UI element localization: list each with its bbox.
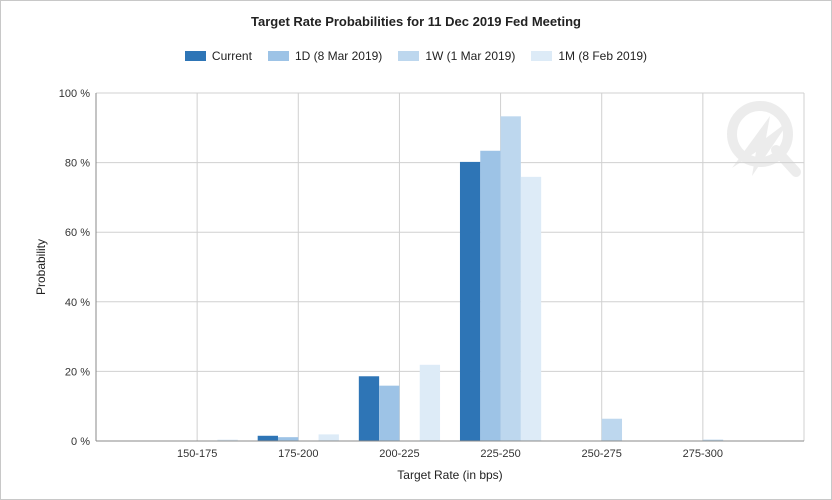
x-tick-label: 150-175 [177,448,217,460]
x-tick-label: 250-275 [582,448,622,460]
bar-225-250-series-3[interactable] [520,176,542,442]
y-tick-label: 80 % [65,158,90,170]
bar-175-200-series-0[interactable] [257,435,278,441]
y-tick-label: 100 % [59,88,90,100]
legend-label-1w: 1W (1 Mar 2019) [425,49,516,63]
bar-225-250-series-0[interactable] [459,161,481,442]
y-tick-label: 60 % [65,227,90,239]
legend-item-current[interactable]: Current [184,49,252,63]
bars [217,116,724,442]
x-tick-label: 175-200 [278,448,318,460]
bar-275-300-series-2[interactable] [702,439,724,441]
bar-200-225-series-1[interactable] [379,385,400,441]
watermark-logo-icon [727,101,801,177]
y-tick-label: 0 % [71,436,90,448]
bar-150-175-series-3[interactable] [217,439,238,441]
bar-200-225-series-0[interactable] [358,376,380,441]
legend-label-current: Current [211,49,252,63]
legend-item-1m[interactable]: 1M (8 Feb 2019) [531,49,647,63]
x-tick-label: 225-250 [480,448,520,460]
legend-label-1d: 1D (8 Mar 2019) [294,49,383,63]
legend-item-1w[interactable]: 1W (1 Mar 2019) [398,49,515,63]
legend-item-1d[interactable]: 1D (8 Mar 2019) [267,49,383,63]
x-axis-title: Target Rate (in bps) [397,468,502,482]
legend-swatch-current [184,51,206,61]
chart-title: Target Rate Probabilities for 11 Dec 201… [251,14,581,29]
bar-175-200-series-1[interactable] [277,437,299,441]
bar-225-250-series-2[interactable] [500,116,521,441]
legend-swatch-1d [267,51,289,61]
y-tick-label: 20 % [65,366,90,378]
axis-labels: 0 % 20 % 40 % 60 % 80 % 100 % 150-175 175-200 20… [34,88,723,482]
bar-175-200-series-3[interactable] [318,434,339,441]
x-tick-label: 200-225 [379,448,419,460]
bar-225-250-series-1[interactable] [480,150,501,441]
axes [95,93,804,442]
legend-swatch-1w [398,51,420,61]
bar-250-275-series-2[interactable] [601,418,623,441]
y-tick-label: 40 % [65,297,90,309]
legend-label-1m: 1M (8 Feb 2019) [558,49,648,63]
legend-swatch-1m [531,51,553,61]
x-tick-label: 275-300 [683,448,723,460]
y-axis-title: Probability [34,239,48,295]
bar-200-225-series-3[interactable] [419,364,441,441]
legend: Current 1D (8 Mar 2019) 1W (1 Mar 2019) … [0,49,832,63]
gridlines [96,92,805,442]
